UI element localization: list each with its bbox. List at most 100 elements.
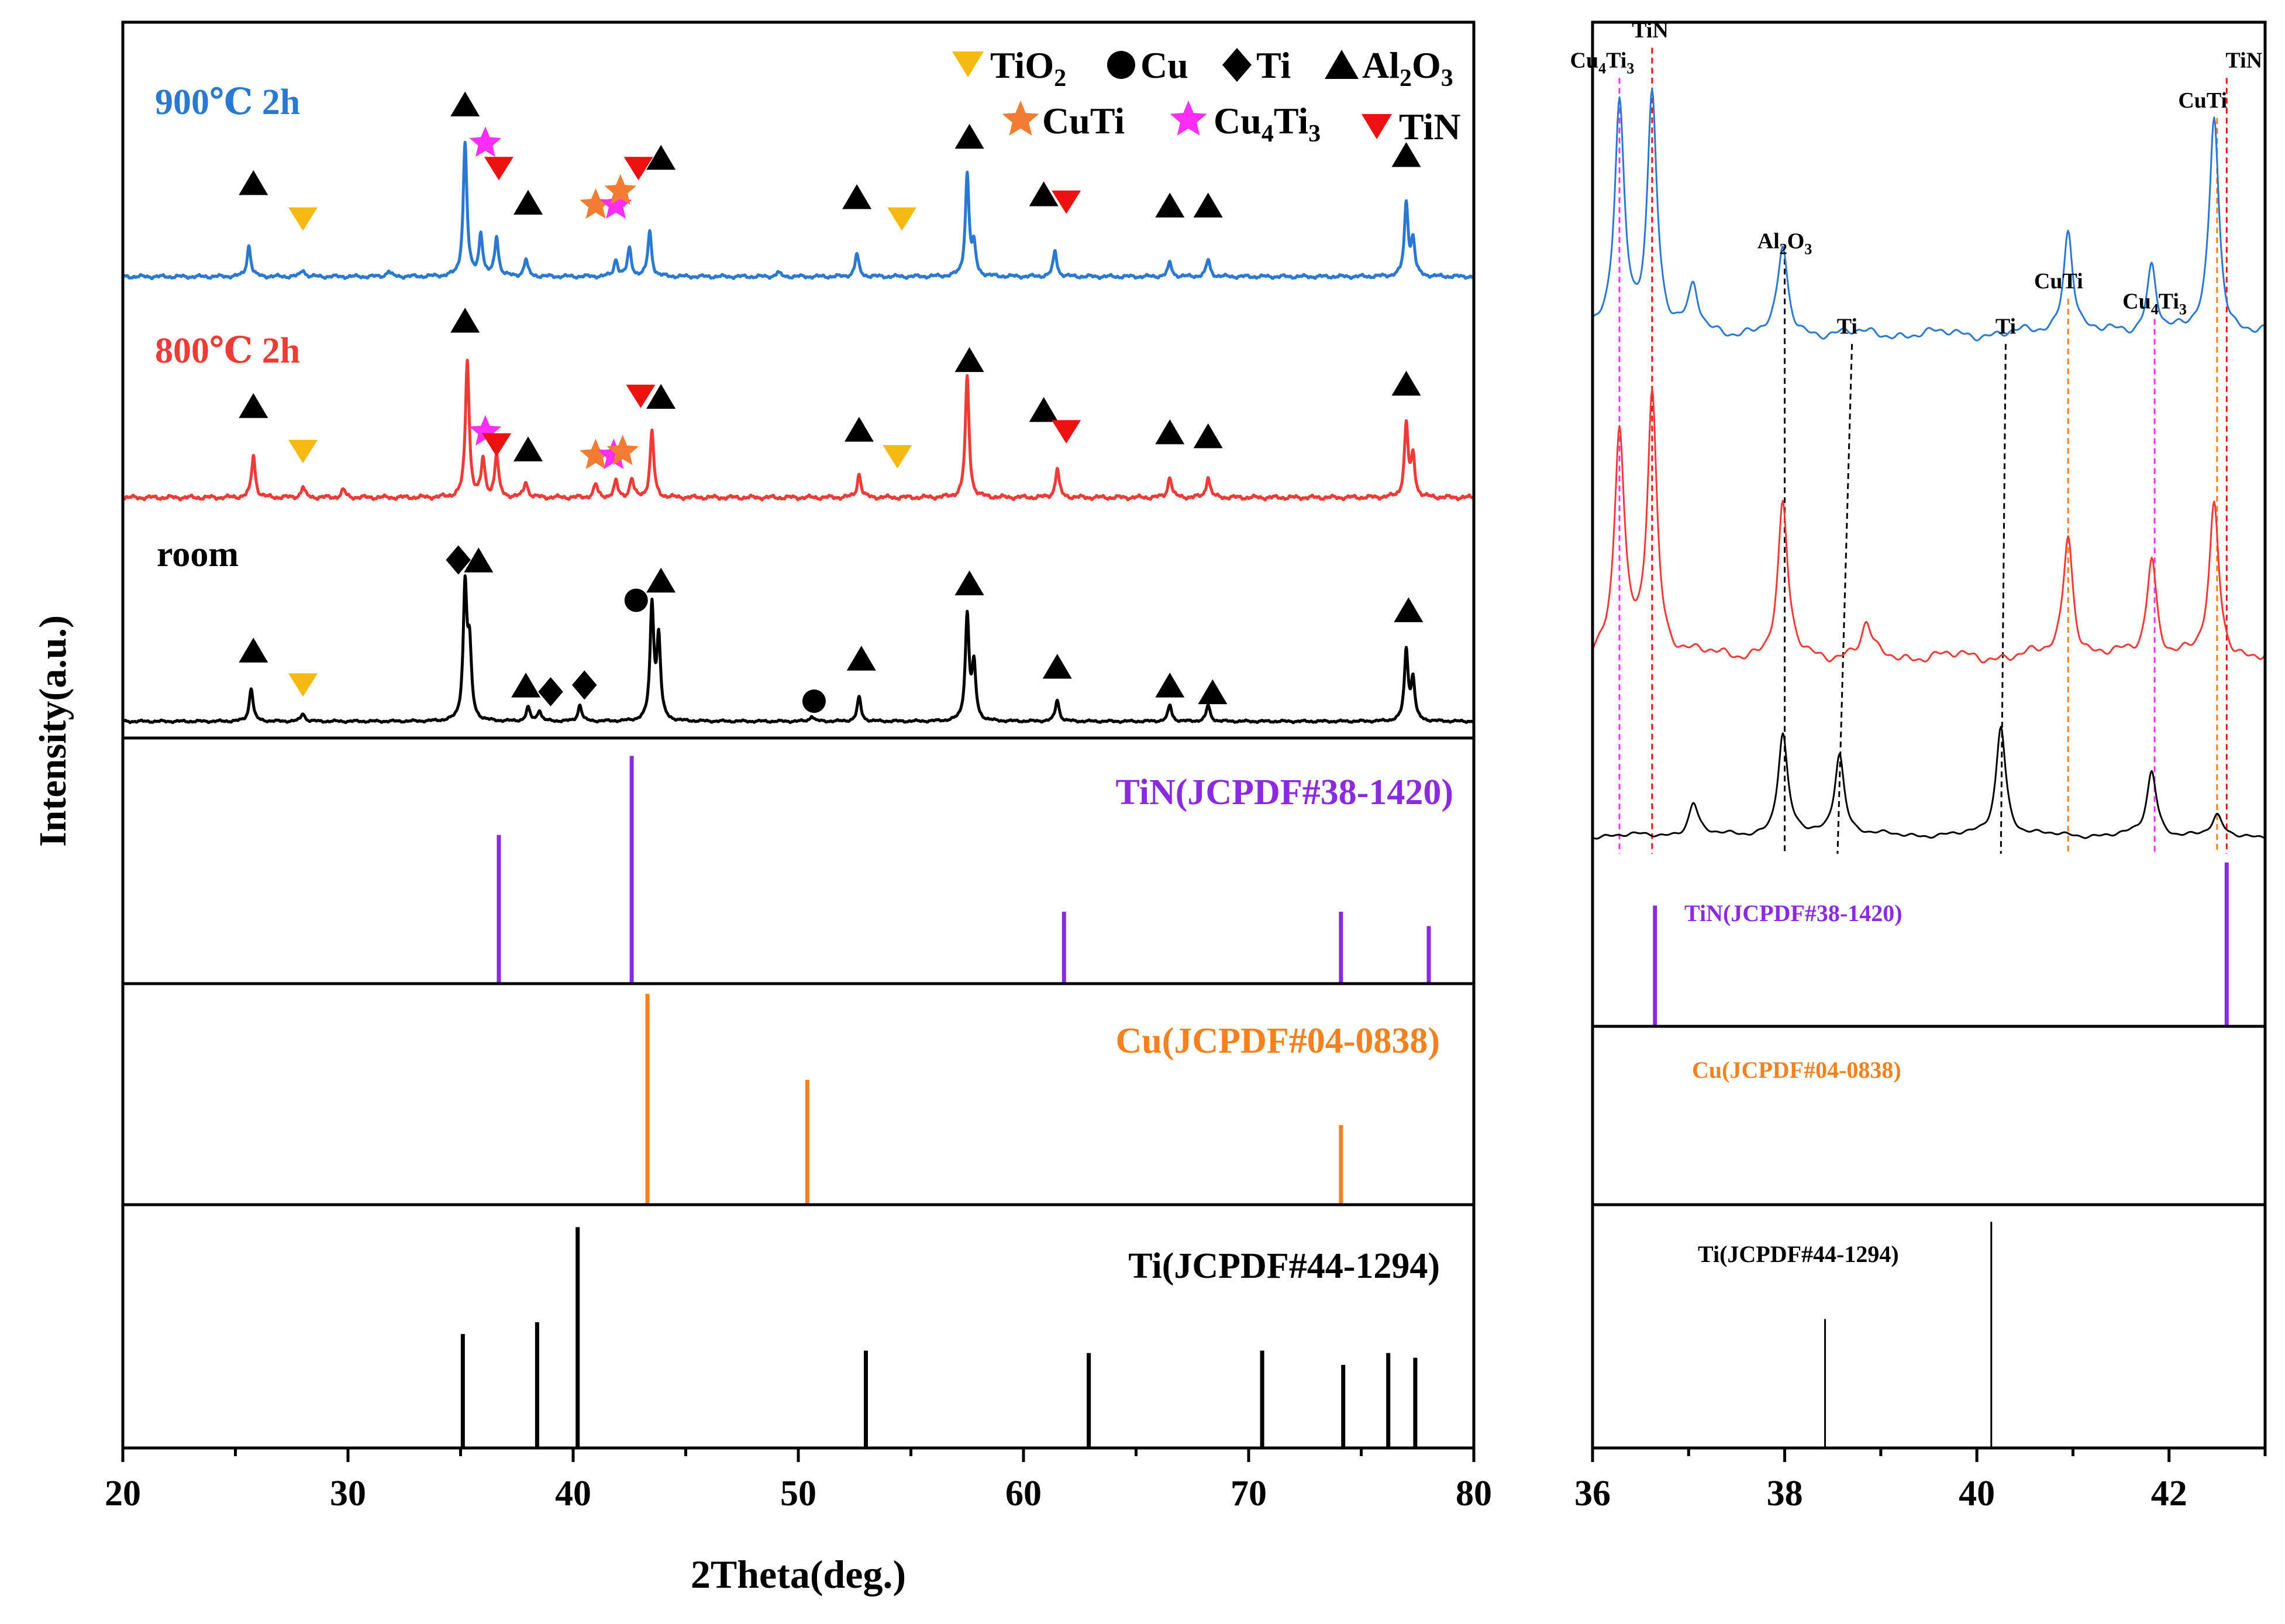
svg-text:Al2O3: Al2O3 bbox=[1362, 44, 1453, 92]
main-x-tick-label: 20 bbox=[105, 1474, 141, 1513]
inset-guide-label-0: Cu4Ti3 bbox=[1570, 48, 1635, 77]
inset-ref-label-tin: TiN(JCPDF#38-1420) bbox=[1684, 900, 1903, 926]
phase-marker-0-17 bbox=[1193, 192, 1223, 218]
main-reference-patterns bbox=[460, 756, 1431, 1448]
svg-text:Cu4Ti3: Cu4Ti3 bbox=[1214, 100, 1321, 147]
main-x-tick-label: 60 bbox=[1005, 1474, 1042, 1513]
inset-reference-patterns bbox=[1653, 862, 2229, 1448]
inset-pattern-line-2 bbox=[1592, 726, 2266, 840]
inset-guide-label-4: Ti bbox=[1996, 314, 2016, 339]
phase-marker-2-3 bbox=[464, 547, 494, 573]
phase-marker-2-7 bbox=[624, 588, 648, 612]
inset-guide-label-6: Cu4Ti3 bbox=[2122, 289, 2187, 318]
legend-cu-label: Cu bbox=[1140, 44, 1188, 86]
phase-marker-2-6 bbox=[572, 670, 597, 700]
main-x-tick-label: 80 bbox=[1456, 1474, 1492, 1513]
inset-guide-label-2: Al2O3 bbox=[1757, 229, 1812, 257]
legend-al2o3-label-a: Al bbox=[1362, 44, 1400, 86]
phase-marker-0-0 bbox=[239, 170, 268, 195]
phase-marker-0-15 bbox=[1052, 190, 1081, 214]
ref-label-ti: Ti(JCPDF#44-1294) bbox=[1128, 1246, 1440, 1286]
phase-marker-1-1 bbox=[288, 440, 318, 464]
phase-marker-0-7 bbox=[599, 188, 632, 219]
phase-marker-0-18 bbox=[1391, 142, 1421, 167]
inset-guide-label-8: TiN bbox=[2226, 48, 2263, 73]
series-label-room: room bbox=[157, 535, 239, 574]
ref-label-tin: TiN(JCPDF#38-1420) bbox=[1116, 773, 1453, 812]
inset-x-tick-label: 42 bbox=[2151, 1474, 2187, 1513]
inset-guide-lines bbox=[1618, 47, 2228, 854]
legend-tio2-marker bbox=[952, 51, 984, 77]
legend-al2o3-marker bbox=[1325, 50, 1359, 79]
phase-marker-1-0 bbox=[239, 393, 268, 418]
legend-cu4ti3-sub-b: 3 bbox=[1308, 120, 1321, 147]
phase-marker-2-8 bbox=[646, 567, 676, 593]
legend-al2o3-sub-a: 2 bbox=[1400, 65, 1412, 92]
inset-guide-label-7: CuTi bbox=[2178, 88, 2227, 113]
legend-cu4ti3-sub-a: 4 bbox=[1262, 120, 1274, 147]
svg-text:TiO2: TiO2 bbox=[990, 44, 1066, 92]
inset-guide-3 bbox=[1836, 344, 1853, 854]
inset-x-axis: 36 38 40 42 bbox=[1574, 1448, 2267, 1513]
inset-guide-label-5: CuTi bbox=[2034, 269, 2083, 294]
phase-marker-1-7 bbox=[598, 439, 630, 470]
inset-sample-patterns bbox=[1591, 88, 2266, 840]
main-x-tick-label: 40 bbox=[555, 1474, 591, 1513]
ref-label-cu: Cu(JCPDF#04-0838) bbox=[1116, 1021, 1440, 1061]
legend-ti-label: Ti bbox=[1256, 44, 1291, 86]
inset-pattern-line-1 bbox=[1591, 388, 2266, 664]
phase-marker-2-14 bbox=[1198, 679, 1228, 705]
legend-cu4ti3-marker bbox=[1170, 101, 1207, 136]
pattern-line-2 bbox=[122, 574, 1475, 725]
phase-marker-1-13 bbox=[954, 347, 984, 373]
phase-marker-0-6 bbox=[580, 188, 612, 219]
phase-marker-2-12 bbox=[1042, 653, 1072, 679]
phase-marker-0-1 bbox=[288, 207, 318, 231]
main-sample-patterns bbox=[122, 140, 1475, 725]
phase-marker-2-5 bbox=[538, 677, 563, 706]
phase-marker-1-5 bbox=[513, 436, 543, 461]
series-label-800: 800℃ 2h bbox=[155, 331, 300, 371]
inset-guide-label-3: Ti bbox=[1837, 314, 1857, 339]
main-x-tick-label: 70 bbox=[1231, 1474, 1267, 1513]
phase-legend: TiO2 Cu Ti Al2O3 CuTi Cu4Ti3 TiN bbox=[952, 44, 1461, 147]
phase-marker-0-3 bbox=[469, 126, 502, 157]
phase-marker-1-15 bbox=[1052, 420, 1081, 444]
inset-guide-4 bbox=[2000, 344, 2007, 854]
legend-tin-marker bbox=[1362, 114, 1392, 139]
legend-al2o3-label-b: O bbox=[1412, 44, 1441, 86]
legend-cuti-marker bbox=[1002, 101, 1039, 136]
legend-ti-marker bbox=[1222, 48, 1252, 82]
main-x-tick-label: 30 bbox=[330, 1474, 366, 1513]
phase-marker-0-12 bbox=[887, 207, 917, 231]
legend-tin-label: TiN bbox=[1399, 106, 1461, 147]
phase-marker-2-4 bbox=[511, 673, 541, 698]
main-y-axis-title: Intensity(a.u.) bbox=[32, 615, 74, 847]
phase-marker-1-6 bbox=[580, 439, 612, 470]
legend-al2o3-sub-b: 3 bbox=[1441, 65, 1453, 92]
inset-x-tick-label: 40 bbox=[1959, 1474, 1995, 1513]
legend-cu4ti3-label-a: Cu bbox=[1214, 100, 1262, 142]
phase-marker-1-10 bbox=[646, 384, 676, 409]
main-x-axis-title: 2Theta(deg.) bbox=[691, 1552, 906, 1597]
legend-tio2-sub: 2 bbox=[1054, 65, 1066, 92]
legend-cu-marker bbox=[1107, 51, 1135, 79]
phase-marker-1-8 bbox=[606, 435, 639, 466]
phase-marker-2-2 bbox=[446, 545, 471, 575]
main-phase-markers bbox=[239, 91, 1424, 713]
phase-marker-1-11 bbox=[844, 416, 874, 442]
phase-marker-0-4 bbox=[484, 157, 513, 181]
phase-marker-1-16 bbox=[1155, 419, 1185, 444]
phase-marker-2-11 bbox=[954, 570, 984, 595]
phase-marker-0-5 bbox=[513, 189, 543, 215]
phase-marker-1-9 bbox=[626, 384, 656, 408]
phase-marker-2-1 bbox=[288, 673, 318, 697]
phase-marker-0-10 bbox=[646, 144, 676, 170]
phase-marker-1-18 bbox=[1391, 371, 1421, 396]
svg-text:TiN: TiN bbox=[1399, 106, 1461, 147]
inset-x-tick-label: 38 bbox=[1767, 1474, 1803, 1513]
phase-marker-2-10 bbox=[846, 646, 876, 671]
phase-marker-0-13 bbox=[954, 123, 984, 149]
